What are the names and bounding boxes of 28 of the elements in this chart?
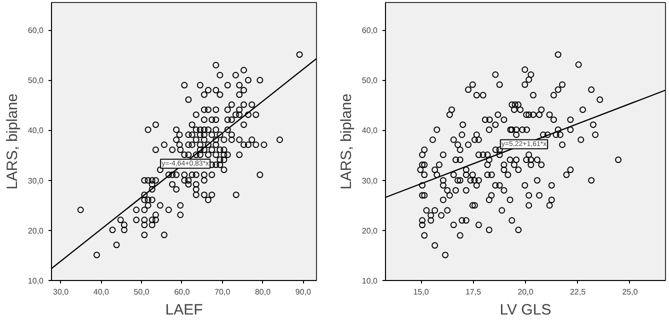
x-tick-label: 17,5	[465, 288, 482, 296]
x-tick-label: 15,0	[413, 288, 430, 296]
x-tick-label: 80,0	[254, 288, 272, 296]
y-tick-label: 60,0	[28, 26, 44, 36]
y-tick-label: 50,0	[362, 76, 378, 86]
y-tick-label: 20,0	[28, 226, 44, 236]
x-tick-label: 25,0	[622, 288, 638, 296]
y-axis-title: LARS, biplane	[338, 94, 355, 190]
y-tick-label: 40,0	[28, 126, 44, 136]
y-tick-label: 30,0	[28, 176, 44, 186]
x-tick-label: 40,0	[93, 288, 110, 296]
y-tick-label: 30,0	[362, 176, 378, 186]
y-tick-label: 60,0	[362, 26, 378, 36]
y-tick-label: 50,0	[28, 76, 44, 86]
x-tick-label: 22,5	[570, 288, 586, 296]
x-axis-title: LV GLS	[500, 302, 552, 318]
y-tick-label: 10,0	[362, 276, 378, 286]
y-tick-label: 20,0	[362, 226, 378, 236]
x-tick-label: 50,0	[134, 288, 150, 296]
x-tick-label: 70,0	[214, 288, 231, 296]
x-tick-label: 90,0	[295, 288, 312, 296]
x-tick-label: 30,0	[53, 288, 70, 296]
x-tick-label: 20,0	[518, 288, 534, 296]
x-tick-label: 60,0	[174, 288, 190, 296]
x-axis-title: LAEF	[165, 302, 203, 318]
y-axis-title: LARS, biplane	[4, 94, 21, 190]
y-tick-label: 40,0	[362, 126, 378, 136]
y-tick-label: 10,0	[28, 276, 44, 286]
